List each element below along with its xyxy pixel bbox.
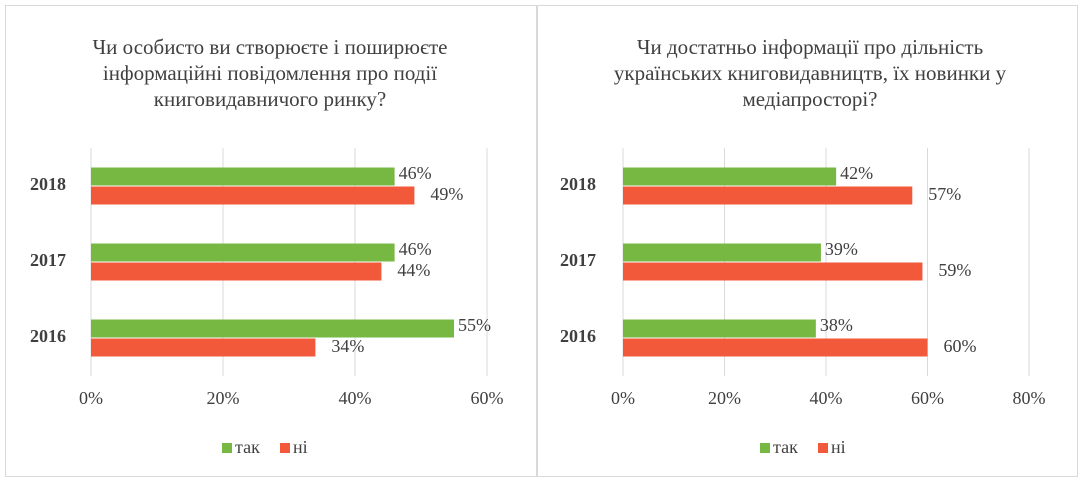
chart-title: Чи достатньо інформації про дільність ук… (613, 35, 1007, 111)
panel (537, 5, 1078, 477)
value-label: 44% (397, 260, 430, 280)
x-tick-label: 40% (339, 388, 372, 408)
legend-label: так (773, 437, 798, 457)
value-label: 42% (840, 163, 873, 183)
legend-label: так (235, 437, 260, 457)
category-label: 2017 (30, 250, 66, 270)
value-label: 46% (399, 163, 432, 183)
category-label: 2018 (30, 174, 66, 194)
bar (623, 243, 821, 262)
bar (91, 243, 395, 262)
category-label: 2016 (30, 326, 66, 346)
x-tick-label: 40% (810, 388, 843, 408)
bar (623, 262, 923, 281)
bar (91, 319, 454, 338)
bar (623, 319, 816, 338)
x-tick-label: 0% (79, 388, 103, 408)
x-tick-label: 20% (207, 388, 240, 408)
bar (91, 338, 316, 357)
value-label: 34% (331, 336, 364, 356)
value-label: 60% (944, 336, 977, 356)
bar (91, 262, 382, 281)
value-label: 59% (938, 260, 971, 280)
legend-swatch (222, 443, 232, 453)
value-label: 55% (458, 315, 491, 335)
category-label: 2017 (560, 250, 596, 270)
legend-swatch (760, 443, 770, 453)
value-label: 49% (430, 184, 463, 204)
legend-label: ні (831, 437, 846, 457)
bar (623, 167, 837, 186)
value-label: 46% (399, 239, 432, 259)
value-label: 39% (825, 239, 858, 259)
x-tick-label: 0% (611, 388, 635, 408)
panel (5, 5, 537, 477)
category-label: 2016 (560, 326, 596, 346)
legend-swatch (280, 443, 290, 453)
x-tick-label: 60% (471, 388, 504, 408)
x-tick-label: 20% (708, 388, 741, 408)
x-tick-label: 80% (1013, 388, 1046, 408)
chart-title: Чи особисто ви створюєте і поширюєте інф… (92, 35, 448, 111)
bar (623, 338, 928, 357)
category-label: 2018 (560, 174, 596, 194)
bar (91, 167, 395, 186)
legend-label: ні (293, 437, 308, 457)
bar (623, 186, 913, 205)
legend-swatch (818, 443, 828, 453)
x-tick-label: 60% (911, 388, 944, 408)
value-label: 57% (928, 184, 961, 204)
bar (91, 186, 415, 205)
value-label: 38% (820, 315, 853, 335)
